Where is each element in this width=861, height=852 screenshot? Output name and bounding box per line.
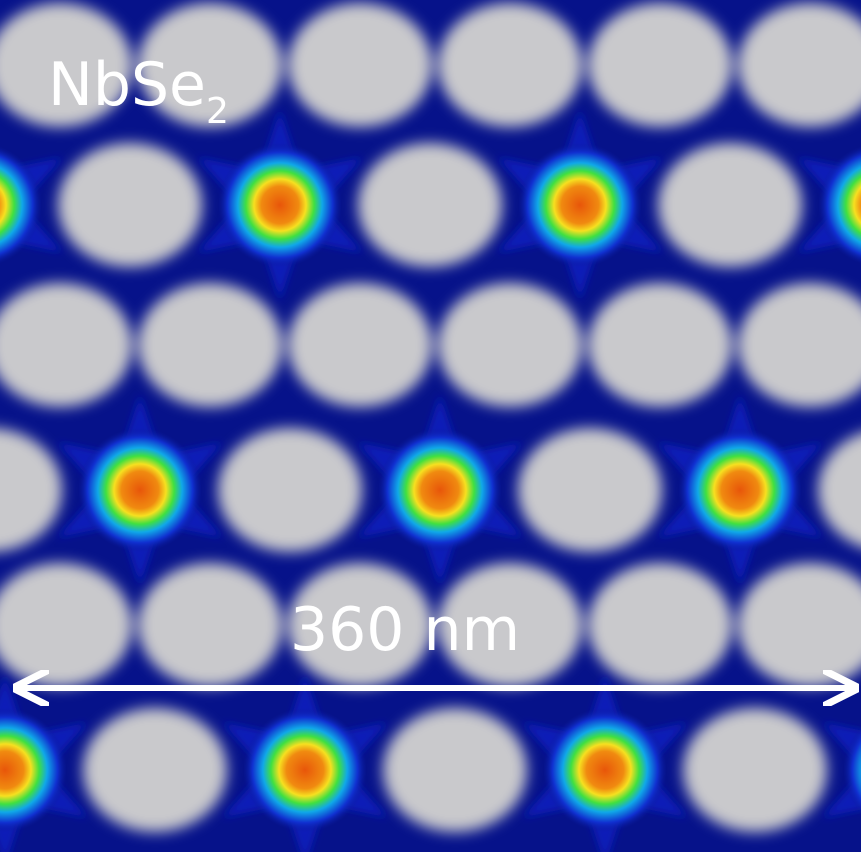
vortex-core (378, 428, 502, 552)
vortex-core (678, 428, 802, 552)
scale-label: 360 nm (290, 595, 520, 665)
gray-domain (588, 3, 732, 127)
vortex-core (518, 143, 642, 267)
gray-domain (288, 283, 432, 407)
gray-domain (358, 143, 502, 267)
stm-image: 360 nm NbSe2 (0, 0, 861, 852)
formula: NbSe (48, 50, 206, 120)
vortex-core (218, 143, 342, 267)
gray-domain (658, 143, 802, 267)
gray-domain (518, 428, 662, 552)
vortex-core (78, 428, 202, 552)
vortex-core (543, 708, 667, 832)
subscript: 2 (206, 91, 229, 132)
gray-domain (383, 708, 527, 832)
gray-domain (83, 708, 227, 832)
material-label: NbSe2 (48, 50, 229, 132)
gray-domain (438, 283, 582, 407)
gray-domain (138, 283, 282, 407)
gray-domain (438, 3, 582, 127)
gray-domain (138, 563, 282, 687)
gray-domain (683, 708, 827, 832)
gray-domain (588, 563, 732, 687)
gray-domain (588, 283, 732, 407)
gray-domain (218, 428, 362, 552)
vortex-core (243, 708, 367, 832)
gray-domain (288, 3, 432, 127)
gray-domain (58, 143, 202, 267)
